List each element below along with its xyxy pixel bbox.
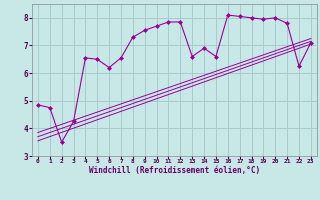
X-axis label: Windchill (Refroidissement éolien,°C): Windchill (Refroidissement éolien,°C) [89, 166, 260, 175]
